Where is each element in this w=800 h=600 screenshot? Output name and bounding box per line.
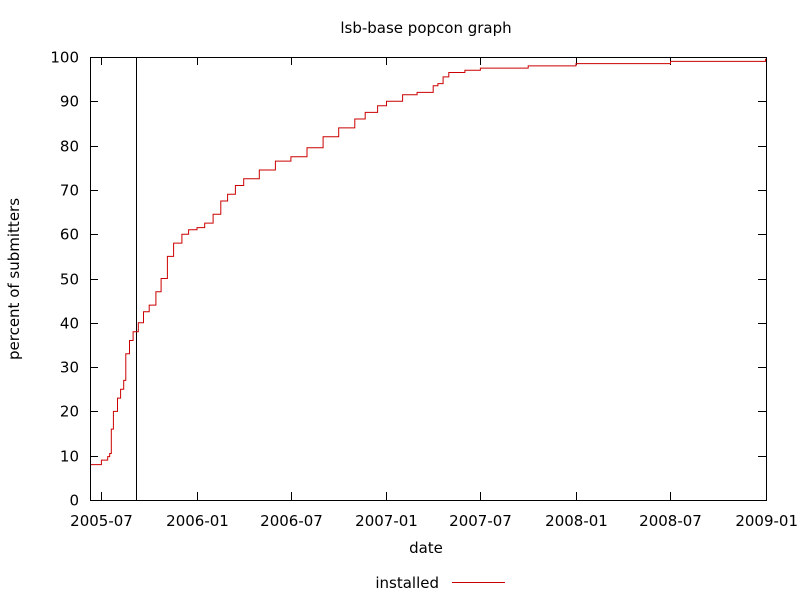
plot-frame xyxy=(90,57,767,501)
x-axis-ticks: 2005-07 2006-01 2006-07 2007-01 2007-07 2008-… xyxy=(70,57,798,530)
y-tick-label: 60 xyxy=(60,226,79,244)
y-tick-label: 40 xyxy=(60,315,79,333)
x-tick-label: 2006-07 xyxy=(260,512,323,530)
y-tick-label: 80 xyxy=(60,138,79,156)
y-tick-label: 100 xyxy=(50,49,79,67)
y-tick-label: 20 xyxy=(60,403,79,421)
y-tick-label: 90 xyxy=(60,93,79,111)
x-tick-label: 2008-07 xyxy=(639,512,702,530)
x-tick-label: 2009-01 xyxy=(735,512,798,530)
y-axis-label: percent of submitters xyxy=(5,198,23,360)
series-line-installed xyxy=(90,58,766,466)
y-axis-ticks: 0 10 20 30 40 50 60 70 80 90 100 xyxy=(50,49,766,510)
x-axis-label: date xyxy=(409,539,443,557)
x-tick-label: 2007-01 xyxy=(355,512,418,530)
y-tick-label: 70 xyxy=(60,182,79,200)
legend-label: installed xyxy=(375,574,439,592)
y-tick-label: 30 xyxy=(60,359,79,377)
x-tick-label: 2007-07 xyxy=(449,512,512,530)
y-tick-label: 0 xyxy=(69,492,79,510)
x-tick-label: 2008-01 xyxy=(545,512,608,530)
x-tick-label: 2006-01 xyxy=(166,512,229,530)
y-tick-label: 50 xyxy=(60,271,79,289)
chart-title: lsb-base popcon graph xyxy=(340,19,511,37)
y-tick-label: 10 xyxy=(60,448,79,466)
x-tick-label: 2005-07 xyxy=(70,512,133,530)
